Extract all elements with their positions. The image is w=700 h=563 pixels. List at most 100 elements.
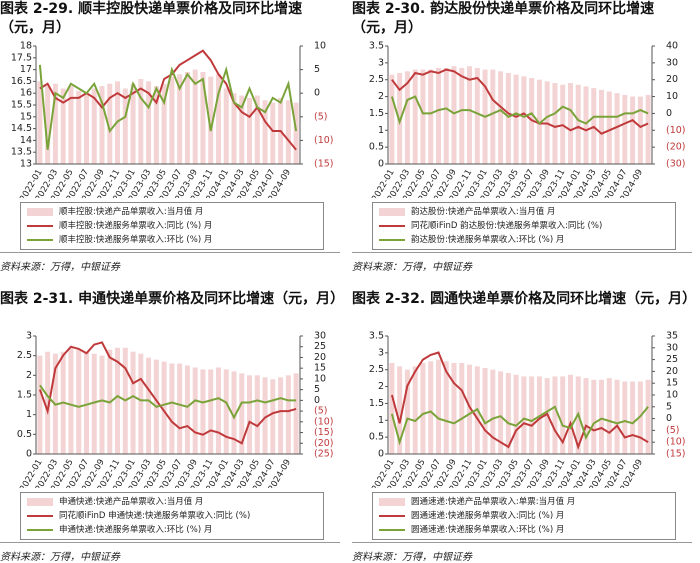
legend-item: 顺丰控股:快递产品单票收入:当月值 月 <box>27 205 317 219</box>
legend-swatch <box>379 498 405 506</box>
y-tick-label: 17.5 <box>11 52 32 63</box>
y2-tick-label: 25 <box>666 354 678 365</box>
chart-title: 图表 2-31. 申通快递单票价格及同环比增速（元，月） <box>0 291 345 307</box>
bar <box>443 361 449 454</box>
chart-panel: 图表 2-29. 顺丰控股快递单票价格及同环比增速（元，月） 13 13.5 14 14… <box>0 0 345 273</box>
bar <box>412 69 418 164</box>
bar <box>239 373 245 454</box>
legend-swatch <box>27 225 53 227</box>
bar <box>459 67 465 164</box>
bar <box>521 76 527 164</box>
bar <box>45 351 51 454</box>
bar <box>52 83 58 164</box>
bar <box>412 366 418 454</box>
y2-tick-label: (15) <box>314 159 334 170</box>
bar <box>130 83 136 164</box>
y-tick-label: 0 <box>26 449 32 460</box>
y2-tick-label: (5) <box>666 425 679 436</box>
legend: 申通快递:快递产品单票收入:当月值 月同花顺iFinD 申通快递:快递服务单票收… <box>20 492 324 540</box>
legend-swatch <box>379 225 405 227</box>
y2-tick-label: 5 <box>666 401 672 412</box>
legend-item: 韵达股份:快递服务单票收入:环比 (%) 月 <box>379 233 669 247</box>
chart-panel: 图表 2-30. 韵达股份快递单票价格及同环比增速（元，月） 0 0.5 1 1.5 2 2… <box>352 0 697 273</box>
bar <box>622 94 628 164</box>
y2-tick-label: (20) <box>666 142 686 153</box>
y-tick-label: 2.5 <box>369 74 384 85</box>
bar <box>552 376 558 454</box>
y2-tick-label: 20 <box>314 352 326 363</box>
bar <box>443 67 449 164</box>
y-tick-label: 15 <box>20 111 32 122</box>
bar <box>262 377 268 454</box>
bar <box>428 361 434 454</box>
bar <box>428 69 434 164</box>
y2-tick-label: 40 <box>666 41 678 52</box>
bar <box>122 88 128 164</box>
bar <box>169 363 175 454</box>
bar <box>482 368 488 454</box>
bar <box>498 71 504 164</box>
bar <box>459 362 465 454</box>
y-tick-label: 1 <box>378 125 384 136</box>
y2-tick-label: (10) <box>666 437 686 448</box>
y-tick-label: 2 <box>378 91 384 102</box>
legend-swatch <box>27 529 53 531</box>
bar <box>513 74 519 164</box>
bar <box>153 86 159 164</box>
y2-tick-label: (10) <box>314 416 334 427</box>
chart: 00.511.522.53(25)(20)(15)(10)(5)05101520… <box>17 331 334 494</box>
bar <box>404 369 410 454</box>
y-tick-label: 1 <box>378 415 384 426</box>
bar <box>130 351 136 454</box>
bar <box>192 69 198 164</box>
bar <box>107 83 113 164</box>
legend-item: 圆通速递:快递产品单票收入:单票:当月值 月 <box>379 495 669 509</box>
source-note: 资料来源：万得，中银证券 <box>0 252 340 273</box>
bar <box>397 72 403 164</box>
bar <box>599 379 605 454</box>
bar <box>467 364 473 454</box>
bar <box>270 379 276 454</box>
legend-item: 顺丰控股:快递服务单票收入:环比 (%) 月 <box>27 233 317 247</box>
bar <box>83 351 89 454</box>
bar <box>583 378 589 454</box>
bar <box>115 347 121 454</box>
legend-item: 同花顺iFinD 韵达股份:快递服务单票收入:同比 (%) <box>379 219 669 233</box>
y2-tick-label: (10) <box>666 125 686 136</box>
legend-item: 顺丰控股:快递服务单票收入:同比 (%) 月 <box>27 219 317 233</box>
bar <box>45 86 51 164</box>
bar <box>247 97 253 164</box>
y-tick-label: 14.5 <box>11 123 32 134</box>
bar <box>490 69 496 164</box>
y2-tick-label: 0 <box>666 108 672 119</box>
y2-tick-label: (15) <box>314 427 334 438</box>
bar <box>420 69 426 164</box>
line-series <box>39 384 297 420</box>
y-tick-label: 0 <box>378 159 384 170</box>
y2-tick-label: 30 <box>666 342 678 353</box>
legend-label: 同花顺iFinD 韵达股份:快递服务单票收入:同比 (%) <box>411 221 603 231</box>
source-note: 资料来源：万得，中银证券 <box>0 542 340 563</box>
y2-tick-label: 10 <box>666 390 678 401</box>
y-tick-label: 16.5 <box>11 76 32 87</box>
y-tick-label: 0.5 <box>369 142 384 153</box>
y2-tick-label: 0 <box>314 88 320 99</box>
bar <box>451 362 457 454</box>
y2-tick-label: 10 <box>666 91 678 102</box>
line-series <box>390 405 649 446</box>
y2-tick-label: 30 <box>314 331 326 342</box>
y2-tick-label: 10 <box>314 373 326 384</box>
legend-label: 顺丰控股:快递产品单票收入:当月值 月 <box>59 207 204 217</box>
bar <box>192 367 198 454</box>
legend-label: 顺丰控股:快递服务单票收入:同比 (%) 月 <box>59 221 213 231</box>
y-tick-label: 1.5 <box>17 390 32 401</box>
bar <box>614 379 620 454</box>
bar <box>599 89 605 164</box>
chart-title: 图表 2-32. 圆通快递单票价格及同环比增速（元，月） <box>352 291 697 307</box>
legend-label: 同花顺iFinD 申通快递:快递服务单票收入:同比 (%) <box>59 511 251 521</box>
y-tick-label: 15.5 <box>11 100 32 111</box>
bar <box>215 74 221 164</box>
legend-item: 申通快递:快递产品单票收入:当月值 月 <box>27 495 317 509</box>
y2-tick-label: (20) <box>314 438 334 449</box>
